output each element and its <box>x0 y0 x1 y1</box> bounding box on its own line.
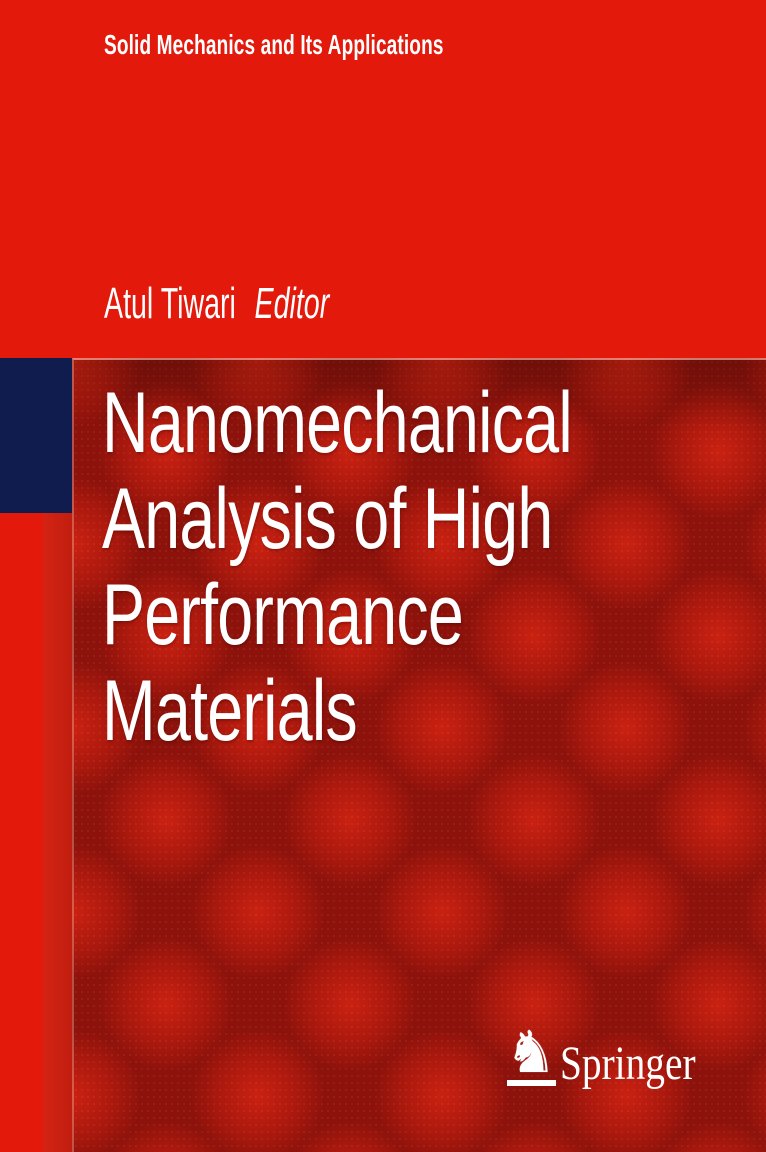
book-title-line: Performance <box>102 567 464 663</box>
editor-line: Atul Tiwari Editor <box>104 280 329 328</box>
book-title-line: Nanomechanical <box>102 375 573 471</box>
left-shadow-strip <box>43 513 72 1152</box>
series-title: Solid Mechanics and Its Applications <box>104 29 444 60</box>
book-title: Nanomechanical Analysis of High Performa… <box>102 375 573 759</box>
navy-accent-square <box>0 358 72 513</box>
quilted-texture-panel <box>72 358 766 1152</box>
editor-role-label: Editor <box>254 279 330 328</box>
book-title-line: Analysis of High <box>102 471 553 567</box>
book-title-line: Materials <box>102 663 358 759</box>
editor-name: Atul Tiwari <box>104 279 236 328</box>
